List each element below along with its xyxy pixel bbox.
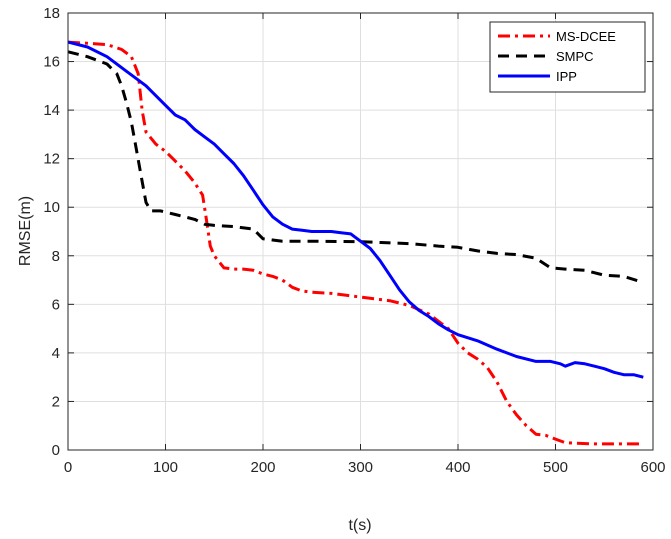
y-axis-label: RMSE(m) [17, 196, 34, 266]
x-tick-label: 0 [64, 459, 72, 476]
series-line-ipp [67, 40, 644, 379]
y-tick-label: 0 [52, 442, 60, 459]
y-tick-label: 16 [43, 54, 60, 71]
x-axis-label: t(s) [348, 517, 371, 534]
legend-label: IPP [556, 69, 577, 84]
y-tick-label: 12 [43, 151, 60, 168]
legend-box [489, 21, 646, 93]
y-tick-label: 18 [43, 5, 60, 22]
x-tick-label: 100 [153, 459, 178, 476]
x-tick-label: 500 [543, 459, 568, 476]
axis-ticks: 0 100 200 300 400 500 600 0 2 4 6 8 10 12 14 16 18 [43, 5, 665, 476]
x-tick-label: 400 [445, 459, 470, 476]
x-tick-label: 200 [250, 459, 275, 476]
series-lines [67, 40, 644, 446]
legend: MS-DCEE SMPC IPP [489, 21, 646, 93]
x-tick-label: 600 [640, 459, 665, 476]
x-tick-label: 300 [348, 459, 373, 476]
y-tick-label: 14 [43, 102, 60, 119]
series-line-ms-dcee [67, 40, 644, 446]
legend-label: SMPC [556, 49, 594, 64]
y-tick-label: 2 [52, 393, 60, 410]
y-tick-label: 4 [52, 345, 60, 362]
y-tick-label: 6 [52, 296, 60, 313]
y-tick-label: 10 [43, 199, 60, 216]
legend-label: MS-DCEE [556, 29, 616, 44]
y-tick-label: 8 [52, 248, 60, 265]
